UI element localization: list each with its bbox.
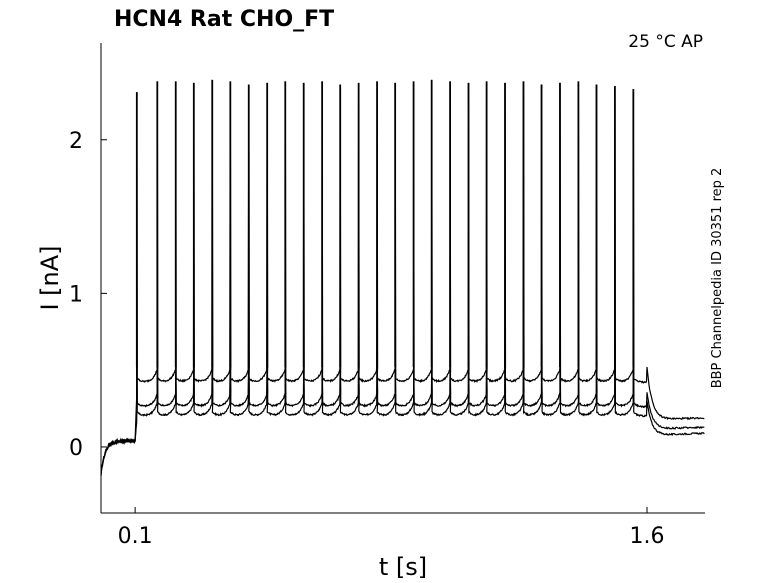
x-tick-label: 0.1 (118, 524, 153, 549)
chart-title: HCN4 Rat CHO_FT (114, 7, 334, 32)
side-label: BBP Channelpedia ID 30351 rep 2 (710, 168, 725, 389)
series-line (100, 345, 705, 477)
x-tick-label: 1.6 (629, 524, 664, 549)
y-tick-label: 2 (69, 129, 83, 154)
x-axis-label: t [s] (379, 553, 427, 581)
chart-annotation: 25 °C AP (628, 32, 703, 52)
y-tick-label: 0 (69, 436, 83, 461)
y-tick-label: 1 (69, 282, 83, 307)
series-line (100, 362, 705, 474)
series-line (100, 79, 705, 476)
y-axis-label: I [nA] (36, 245, 64, 310)
